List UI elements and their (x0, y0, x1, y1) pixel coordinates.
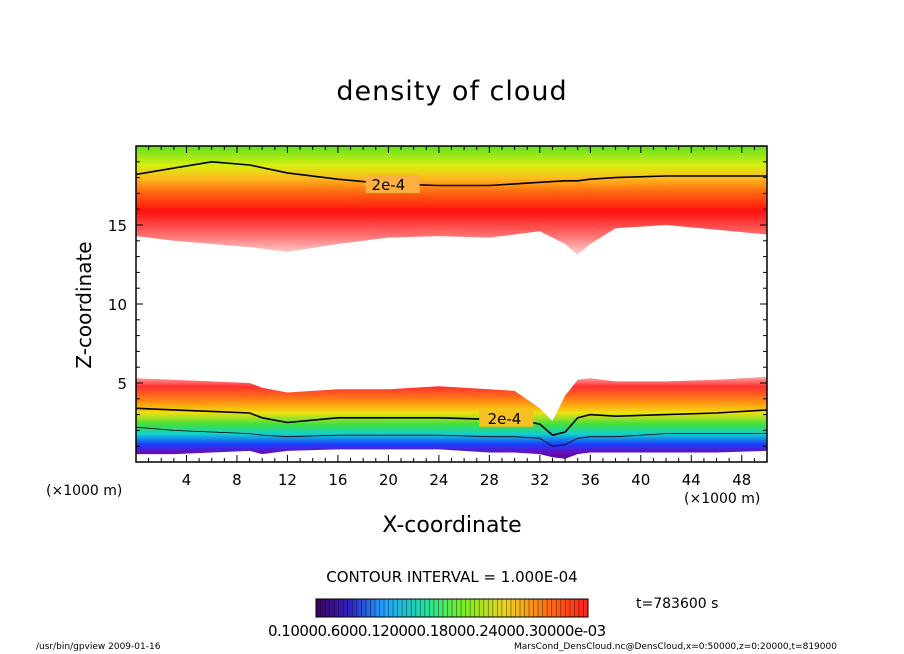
contour-label-lower: 2e-4 (488, 410, 522, 428)
y-axis-label: Z-coordinate (72, 241, 96, 369)
x-axis-label: X-coordinate (382, 513, 522, 538)
x-tick-label: 4 (182, 471, 192, 489)
footer-program-date: /usr/bin/gpview 2009-01-16 (36, 642, 161, 652)
contour-interval-text: CONTOUR INTERVAL = 1.000E-04 (326, 568, 578, 586)
x-tick-label: 28 (480, 471, 499, 489)
x-tick-label: 20 (379, 471, 398, 489)
x-unit-label-left: (×1000 m) (46, 483, 123, 499)
x-tick-label: 12 (278, 471, 297, 489)
y-tick-label: 5 (117, 375, 127, 393)
chart-title: density of cloud (336, 76, 568, 107)
x-tick-label: 48 (732, 471, 751, 489)
colorbar-tick-labels: 0.10000.6000.120000.18000.24000.30000e-0… (268, 622, 606, 640)
x-tick-label: 40 (631, 471, 650, 489)
x-tick-label: 16 (328, 471, 347, 489)
x-tick-label: 24 (429, 471, 448, 489)
footer-dataset-info: MarsCond_DensCloud.nc@DensCloud,x=0:5000… (514, 642, 837, 652)
upper-contour-2e-4 (136, 160, 767, 187)
x-tick-label: 8 (232, 471, 242, 489)
upper-cloud-layer (136, 146, 767, 255)
colorbar-frame (315, 598, 589, 618)
x-tick-label: 44 (682, 471, 701, 489)
x-tick-label: 36 (581, 471, 600, 489)
lower-contour-low (136, 426, 767, 447)
time-label: t=783600 s (636, 596, 719, 612)
x-unit-label-right: (×1000 m) (684, 491, 761, 507)
y-tick-label: 15 (108, 217, 127, 235)
x-tick-label: 32 (530, 471, 549, 489)
contour-label-upper: 2e-4 (372, 176, 406, 194)
y-tick-label: 10 (108, 296, 127, 314)
